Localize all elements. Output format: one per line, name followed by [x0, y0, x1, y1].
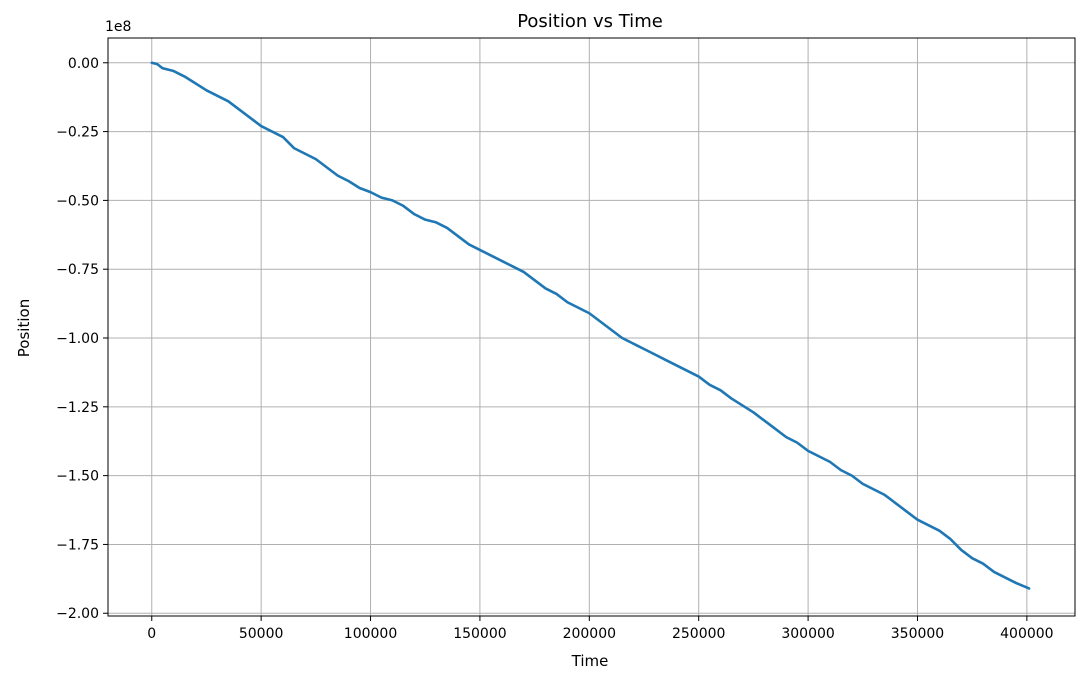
x-tick-label: 150000	[453, 626, 506, 642]
x-tick-label: 0	[147, 626, 156, 642]
y-tick-label: −1.50	[56, 469, 99, 485]
y-tick-label: −0.25	[56, 125, 99, 141]
y-axis-ticks: 0.00 −0.25 −0.50 −0.75 −1.00 −1.25 −1.50 −1.75 −…	[56, 56, 108, 622]
series-layer	[150, 61, 1031, 590]
position-series-line	[150, 61, 1031, 590]
x-tick-label: 50000	[239, 626, 284, 642]
y-tick-label: −0.50	[56, 193, 99, 209]
y-tick-label: −1.25	[56, 400, 99, 416]
y-axis-offset-label: 1e8	[105, 19, 131, 35]
x-tick-label: 350000	[891, 626, 944, 642]
y-tick-label: −1.75	[56, 537, 99, 553]
x-tick-label: 250000	[672, 626, 725, 642]
x-tick-label: 200000	[563, 626, 616, 642]
y-tick-label: −0.75	[56, 262, 99, 278]
chart-title: Position vs Time	[517, 11, 663, 32]
y-tick-label: −1.00	[56, 331, 99, 347]
grid	[108, 38, 1075, 616]
x-tick-label: 100000	[344, 626, 397, 642]
x-tick-label: 300000	[781, 626, 834, 642]
y-tick-label: 0.00	[68, 56, 99, 72]
plot-area-frame	[107, 37, 1076, 617]
x-tick-label: 400000	[1000, 626, 1053, 642]
y-tick-label: −2.00	[56, 606, 99, 622]
y-axis-label: Position	[15, 299, 33, 357]
x-axis-label: Time	[571, 652, 609, 670]
x-axis-ticks: 0 50000 100000 150000 200000 250000 300000 3500…	[147, 616, 1054, 642]
